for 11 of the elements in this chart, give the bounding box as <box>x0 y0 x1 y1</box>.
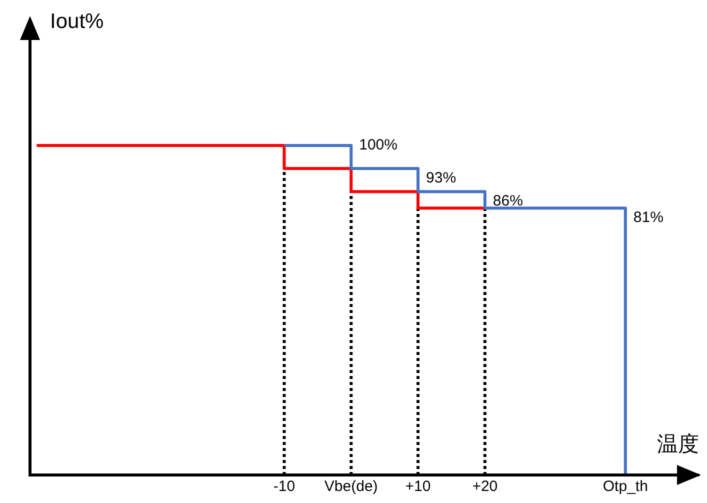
x-tick-label: Otp_th <box>602 478 648 496</box>
data-label: 93% <box>426 170 456 187</box>
x-tick-label: Vbe(de) <box>324 478 378 496</box>
data-label: 81% <box>633 209 664 226</box>
x-tick-label: -10 <box>273 478 296 496</box>
data-label: 100% <box>359 136 398 154</box>
x-tick-label: +20 <box>472 478 498 496</box>
x-axis-title: 温度 <box>657 432 699 456</box>
x-tick-label: +10 <box>405 478 431 496</box>
data-label: 86% <box>492 192 523 210</box>
y-axis-title: Iout% <box>50 10 104 33</box>
